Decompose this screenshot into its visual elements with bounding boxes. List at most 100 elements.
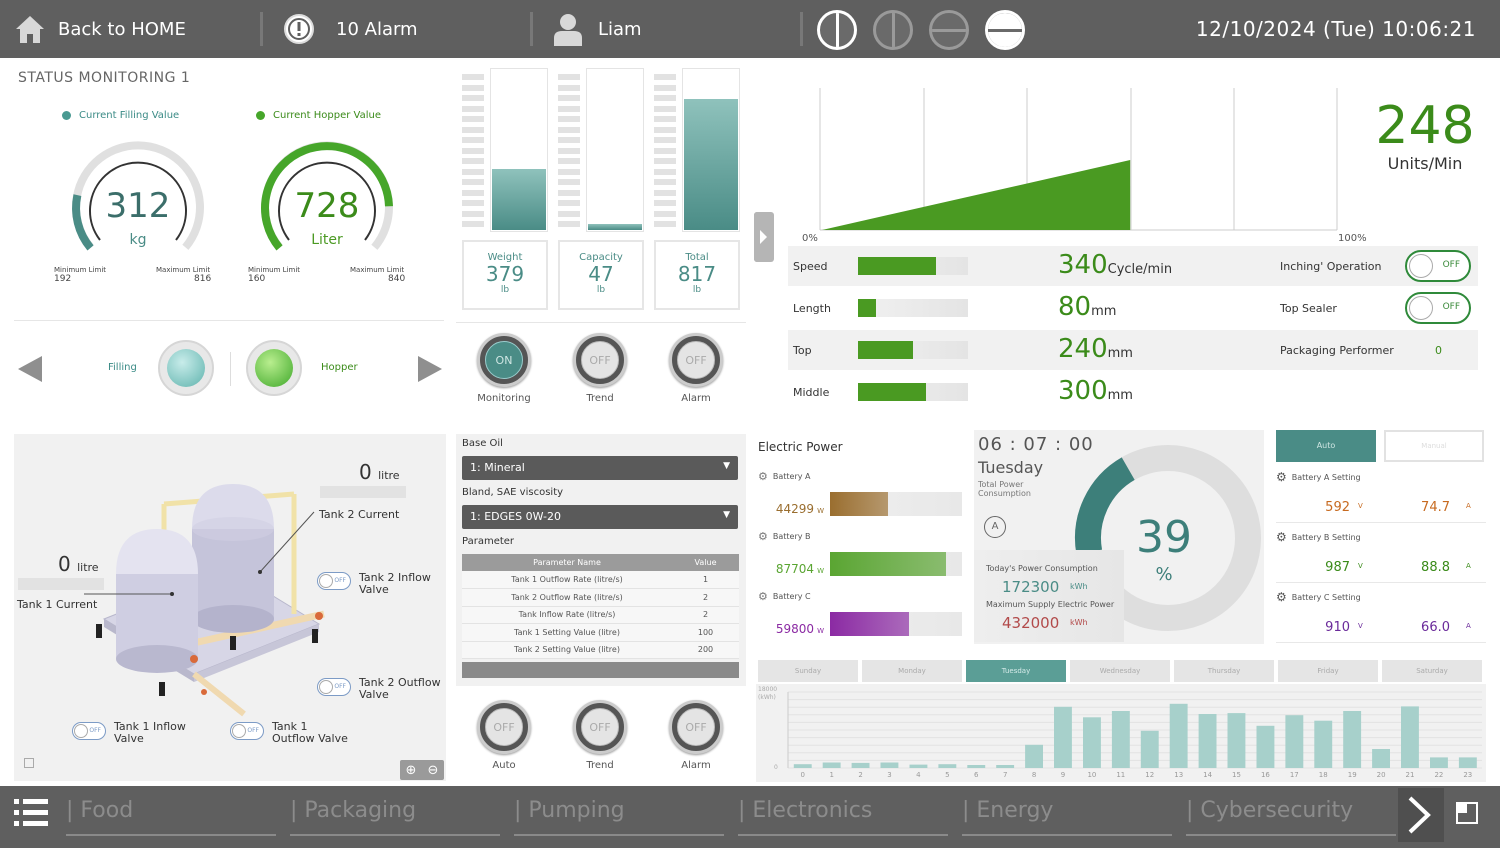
max-label: Maximum Supply Electric Power [986,600,1115,609]
tab-tuesday[interactable]: Tuesday [966,660,1066,682]
mode-split-vertical-button[interactable] [817,10,857,50]
viscosity-select[interactable]: 1: EDGES 0W-20 ▼ [462,505,738,529]
parameter-value[interactable]: 100 [672,623,739,642]
mode-split-horizontal-active-button[interactable] [985,10,1025,50]
user-name: Liam [598,18,642,40]
setting-label[interactable]: ⚙ Battery A Setting [1276,470,1361,484]
production-panel: 0% 100% 248 Units/Min Speed 340Cycle/min L… [780,60,1492,422]
x-tick-label: 20 [1377,771,1386,779]
home-button[interactable]: Back to HOME [14,0,186,58]
parameter-name: Tank Inflow Rate (litre/s) [462,606,672,624]
divider [14,320,444,321]
hopper-unit: Liter [311,232,343,248]
voltage-value: 910 [1325,620,1350,635]
zoom-out-icon[interactable]: ⊖ [427,762,439,778]
trend-button[interactable]: OFF [573,700,627,754]
alarm-button[interactable]: OFF [669,333,723,387]
metric-row: Top 240mm [788,330,1478,370]
metric-label: Middle [793,386,830,399]
hour-bar [1458,757,1477,768]
scale-tick [654,200,676,206]
auto-mode-button[interactable]: Auto [1276,430,1376,462]
hopper-gauge [261,141,393,251]
top-bar: Back to HOME 10 Alarm Liam 12/10/2024 (T… [0,0,1500,58]
mode-split-vertical-alt-button[interactable] [873,10,913,50]
nav-tab-pumping[interactable]: | Pumping [514,798,625,823]
filling-value: 312 [105,186,171,226]
tank2-outflow-toggle[interactable]: OFF [317,678,351,696]
parameter-value[interactable]: 2 [672,606,739,624]
tab-thursday[interactable]: Thursday [1174,660,1274,682]
clock: 06 : 07 : 00 [978,434,1094,455]
alarm-button[interactable]: OFF [669,700,723,754]
toggle-state: OFF [1442,260,1460,270]
metric-bar-fill [858,299,876,317]
toggle-state: OFF [89,727,101,734]
menu-button[interactable] [14,796,48,834]
nav-tab-energy[interactable]: | Energy [962,798,1054,823]
readout-label: Capacity [579,252,623,263]
tab-saturday[interactable]: Saturday [1382,660,1482,682]
hour-bar [938,764,957,768]
scale-tick [654,158,676,164]
zoom-in-icon[interactable]: ⊕ [405,762,417,778]
inching-toggle[interactable]: OFF [1405,250,1471,282]
tab-monday[interactable]: Monday [862,660,962,682]
parameter-value[interactable]: 2 [672,588,739,607]
nav-tab-cybersecurity[interactable]: | Cybersecurity [1186,798,1354,823]
tank2-inflow-toggle[interactable]: OFF [317,572,351,590]
next-arrow-icon[interactable] [418,356,442,382]
max-value: 432000 [1002,614,1060,632]
tank1-inflow-toggle[interactable]: OFF [72,722,106,740]
hour-bar [1169,703,1188,768]
previous-arrow-icon[interactable] [18,356,42,382]
tab-wednesday[interactable]: Wednesday [1070,660,1170,682]
hour-bar [1372,749,1390,768]
setting-label[interactable]: ⚙ Battery C Setting [1276,590,1361,604]
nav-tab-packaging[interactable]: | Packaging [290,798,417,823]
mode-split-horizontal-button[interactable] [929,10,969,50]
parameter-value[interactable]: 200 [672,641,739,659]
consumption-summary: Today's Power Consumption 172300 kWh Max… [974,550,1124,642]
fullscreen-icon[interactable] [1456,802,1478,824]
auto-button[interactable]: OFF [477,700,531,754]
table-scrollbar[interactable] [462,662,739,678]
gear-icon: ⚙ [1276,470,1287,484]
axis-start: 0% [802,233,818,244]
divider [1276,522,1486,523]
status-monitoring-panel: STATUS MONITORING 1 Current Filling Valu… [8,60,448,420]
manual-mode-button[interactable]: Manual [1384,430,1484,462]
tab-sunday[interactable]: Sunday [758,660,858,682]
alarm-button[interactable]: 10 Alarm [282,0,418,58]
expand-icon[interactable] [24,758,34,768]
scale-tick [462,221,484,227]
scale-tick [654,95,676,101]
panel-toggle-handle[interactable] [754,212,772,262]
scale-tick [654,105,676,112]
battery-number: 87704 [775,562,815,576]
trend-button[interactable]: OFF [573,333,627,387]
user-menu[interactable]: Liam [552,0,642,58]
nav-next-button[interactable] [1398,788,1444,842]
base-oil-select[interactable]: 1: Mineral ▼ [462,456,738,480]
setting-label[interactable]: ⚙ Battery B Setting [1276,530,1361,544]
hopper-indicator-label: Hopper [321,362,358,373]
nav-tab-electronics[interactable]: | Electronics [738,798,873,823]
filling-unit: kg [129,232,147,248]
level-readout: Weight 379 lb [462,240,548,310]
tab-friday[interactable]: Friday [1278,660,1378,682]
filling-legend-label: Current Filling Value [79,110,180,121]
tank1-outflow-toggle[interactable]: OFF [230,722,264,740]
nav-underline [738,834,948,836]
nav-tab-food[interactable]: | Food [66,798,134,823]
hour-bar [880,762,899,768]
voltage-value: 987 [1325,560,1350,575]
parameter-value[interactable]: 1 [672,571,739,589]
list-menu-icon [14,799,48,826]
monitoring-button[interactable]: ON [477,333,531,387]
filling-max-value: 816 [194,274,212,284]
nav-underline [290,834,500,836]
filling-min-value: 192 [54,274,72,284]
top-sealer-toggle[interactable]: OFF [1405,292,1471,324]
button-label: Trend [586,760,614,771]
